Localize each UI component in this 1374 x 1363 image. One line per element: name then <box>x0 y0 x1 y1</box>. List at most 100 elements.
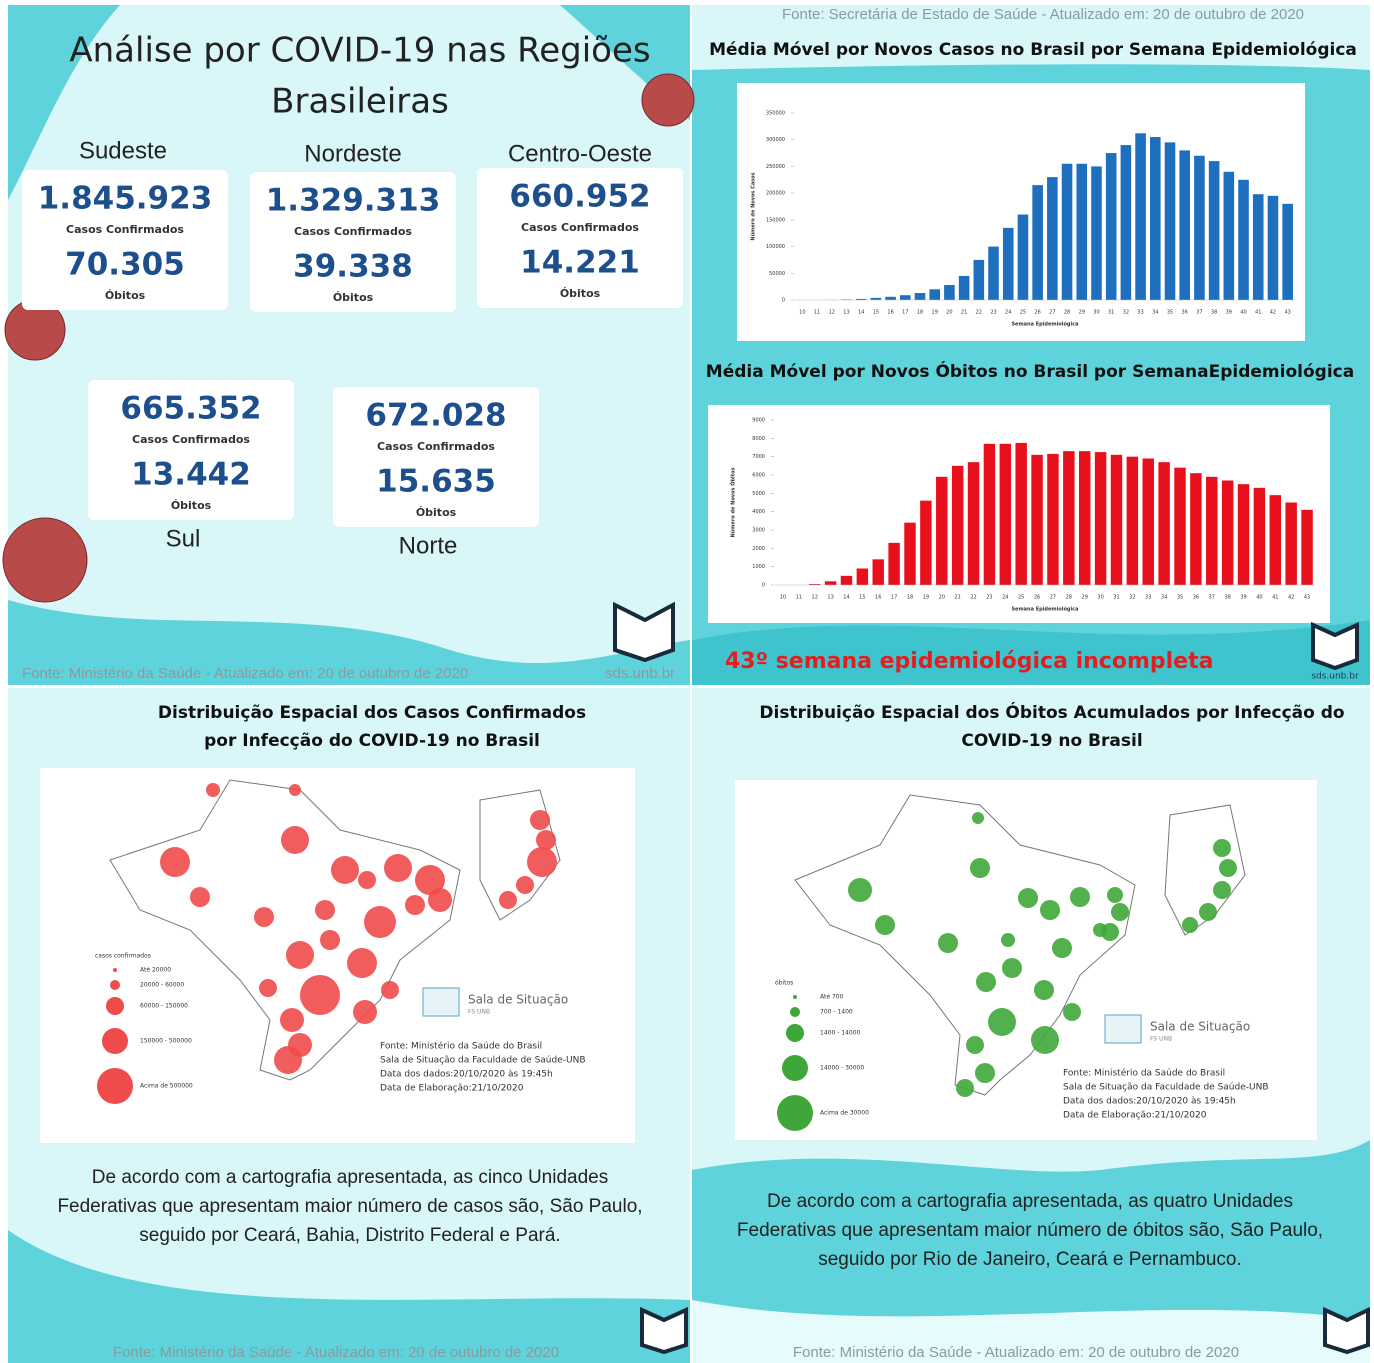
deaths-value: 39.338 <box>293 249 413 285</box>
legend-title: casos confirmados <box>95 953 151 960</box>
x-tick-label: 33 <box>1137 310 1143 316</box>
region-name: Centro-Oeste <box>508 140 652 167</box>
bar <box>900 295 911 300</box>
bar <box>1270 495 1281 585</box>
map-bubble <box>956 1079 974 1097</box>
y-axis-label: Número de Novos Casos <box>750 172 757 240</box>
map-bubble <box>384 854 412 882</box>
y-tick-label: 2000 <box>752 546 765 552</box>
x-tick-label: 42 <box>1270 310 1276 316</box>
map-bubble <box>848 878 872 902</box>
map-bubble <box>1018 888 1038 908</box>
y-tick-label: 100000 <box>766 244 785 250</box>
y-tick-label: 300000 <box>766 137 785 143</box>
y-tick-label: 0 <box>782 298 785 304</box>
x-tick-label: 31 <box>1113 595 1119 601</box>
map-bubble <box>972 812 984 824</box>
bar <box>952 466 963 585</box>
map-title: por Infecção do COVID-19 no Brasil <box>204 731 540 751</box>
map-bubble <box>1001 933 1015 947</box>
legend-label: 1400 - 14000 <box>820 1030 861 1037</box>
bar <box>1127 457 1138 585</box>
bar <box>1121 145 1132 300</box>
bar <box>929 289 940 300</box>
deaths-label: Óbitos <box>416 506 457 519</box>
bar <box>1095 452 1106 585</box>
note: 43º semana epidemiológica incompleta <box>725 649 1213 674</box>
map-bubble <box>1070 887 1090 907</box>
x-tick-label: 34 <box>1152 310 1158 316</box>
legend-label: 60000 - 150000 <box>140 1003 188 1010</box>
bar <box>1224 172 1235 300</box>
y-tick-label: 9000 <box>752 418 765 424</box>
x-tick-label: 37 <box>1209 595 1215 601</box>
x-tick-label: 15 <box>873 310 879 316</box>
deaths-label: Óbitos <box>105 289 146 302</box>
y-tick-label: 250000 <box>766 164 785 170</box>
map-bubble <box>1219 859 1237 877</box>
source: Fonte: Ministério da Saúde - Atualizado … <box>22 665 468 682</box>
bar <box>1091 166 1102 300</box>
y-tick-label: 0 <box>762 583 765 589</box>
legend-symbol <box>793 995 797 999</box>
bar <box>1179 150 1190 300</box>
region-name: Norte <box>399 532 458 559</box>
bar <box>988 247 999 300</box>
bar <box>1285 503 1296 586</box>
bar <box>871 298 882 300</box>
summary: Federativas que apresentam maior número … <box>737 1220 1323 1241</box>
bar <box>1106 153 1117 300</box>
legend-symbol <box>782 1055 808 1081</box>
x-tick-label: 25 <box>1018 595 1024 601</box>
legend-label: Até 700 <box>820 994 844 1001</box>
bar <box>1222 481 1233 586</box>
bar <box>1143 459 1154 586</box>
legend-title: óbitos <box>775 980 793 987</box>
bar <box>1032 185 1043 300</box>
brand-sub: FS UNB <box>1150 1036 1172 1043</box>
map-note: Data de Elaboração:21/10/2020 <box>1063 1111 1207 1121</box>
bar <box>873 559 884 585</box>
legend-label: 150000 - 500000 <box>140 1038 192 1045</box>
bar <box>1079 451 1090 585</box>
site: sds.unb.br <box>1311 672 1359 682</box>
cases-value: 672.028 <box>365 398 506 434</box>
x-tick-label: 35 <box>1177 595 1183 601</box>
bar <box>1206 477 1217 585</box>
bar <box>974 260 985 300</box>
x-tick-label: 16 <box>875 595 881 601</box>
x-tick-label: 33 <box>1145 595 1151 601</box>
map-bubble <box>1182 917 1198 933</box>
x-tick-label: 26 <box>1034 595 1040 601</box>
x-tick-label: 21 <box>954 595 960 601</box>
x-tick-label: 39 <box>1240 595 1246 601</box>
x-tick-label: 23 <box>986 595 992 601</box>
legend-symbol <box>786 1024 804 1042</box>
chart-title: Média Móvel por Novos Casos no Brasil po… <box>709 40 1357 60</box>
map-bubble <box>405 895 425 915</box>
y-tick-label: 50000 <box>769 271 785 277</box>
legend-symbol <box>777 1095 813 1131</box>
x-tick-label: 41 <box>1255 310 1261 316</box>
map-bubble <box>938 933 958 953</box>
y-tick-label: 5000 <box>752 491 765 497</box>
map-bubble <box>190 887 210 907</box>
map-note: Fonte: Ministério da Saúde do Brasil <box>1063 1068 1225 1079</box>
deaths-label: Óbitos <box>333 291 374 304</box>
x-tick-label: 41 <box>1272 595 1278 601</box>
summary: De acordo com a cartografia apresentada,… <box>767 1191 1293 1212</box>
bar <box>915 293 926 300</box>
x-tick-label: 27 <box>1049 310 1055 316</box>
legend-label: 14000 - 30000 <box>820 1065 864 1072</box>
map-bubble <box>160 847 190 877</box>
bar <box>1253 194 1264 300</box>
page: Análise por COVID-19 nas Regiões Brasile… <box>0 0 1374 1363</box>
bar <box>1254 488 1265 585</box>
bar <box>904 523 915 585</box>
x-tick-label: 30 <box>1093 310 1099 316</box>
y-tick-label: 8000 <box>752 436 765 442</box>
x-tick-label: 34 <box>1161 595 1167 601</box>
x-tick-label: 23 <box>990 310 996 316</box>
legend-symbol <box>102 1028 128 1054</box>
x-tick-label: 10 <box>780 595 786 601</box>
